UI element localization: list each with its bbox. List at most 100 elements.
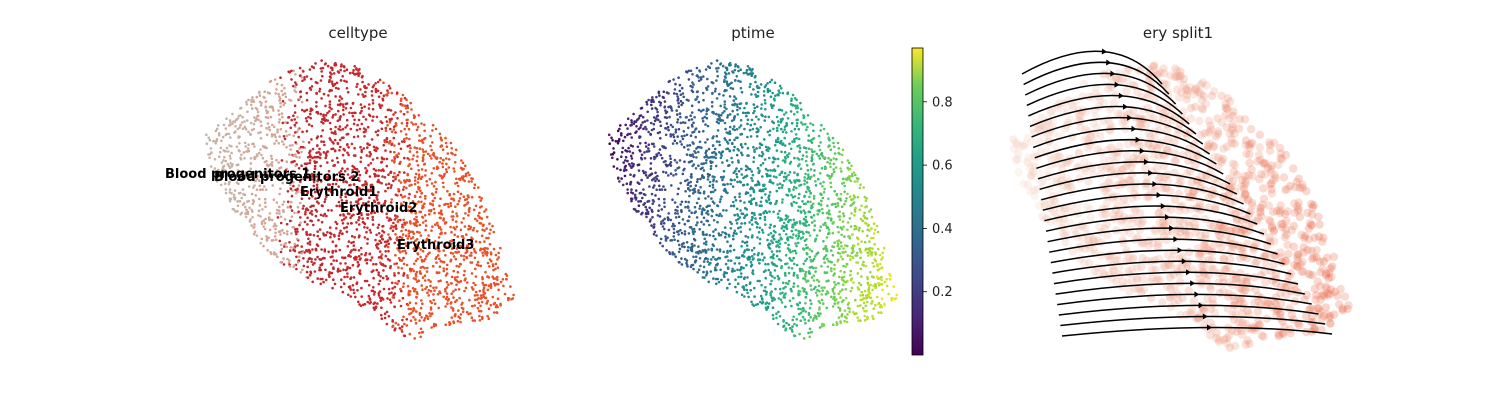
celltype-point <box>416 220 419 224</box>
ptime-point <box>782 287 785 290</box>
celltype-point <box>451 218 455 221</box>
ptime-point <box>799 319 802 323</box>
celltype-point <box>351 192 354 195</box>
ptime-point <box>823 271 827 274</box>
celltype-point <box>214 176 218 180</box>
ptime-point <box>741 153 744 157</box>
celltype-point <box>376 302 379 305</box>
celltype-point <box>405 221 409 224</box>
celltype-point <box>288 259 291 262</box>
celltype-point <box>336 269 340 273</box>
ptime-point <box>694 255 698 258</box>
ptime-point <box>764 145 768 149</box>
ptime-point <box>796 274 799 277</box>
celltype-point <box>357 69 360 72</box>
ptime-point <box>812 197 816 200</box>
celltype-point <box>306 192 309 195</box>
celltype-point <box>386 89 389 92</box>
celltype-point <box>444 305 447 308</box>
celltype-point <box>413 182 417 186</box>
celltype-point <box>493 284 497 287</box>
celltype-point <box>360 122 364 126</box>
celltype-point <box>321 129 325 132</box>
ptime-point <box>842 225 845 229</box>
celltype-point <box>470 251 473 255</box>
celltype-point <box>475 263 479 267</box>
ptime-point <box>750 254 754 258</box>
ptime-point <box>652 200 656 203</box>
ptime-point <box>808 327 812 331</box>
ptime-point <box>763 256 766 259</box>
ptime-point <box>733 229 737 233</box>
celltype-point <box>390 224 393 228</box>
celltype-point <box>280 112 284 115</box>
celltype-point <box>292 84 295 88</box>
celltype-point <box>382 94 386 97</box>
celltype-point <box>392 293 395 297</box>
celltype-point <box>435 187 438 191</box>
ptime-point <box>806 125 809 129</box>
ptime-point <box>723 226 727 229</box>
ptime-point <box>760 103 763 106</box>
celltype-point <box>319 282 323 286</box>
celltype-point <box>265 127 269 130</box>
celltype-point <box>465 198 469 201</box>
ptime-point <box>818 210 821 213</box>
ptime-point <box>752 156 756 159</box>
celltype-point <box>329 235 332 239</box>
celltype-point <box>496 266 500 270</box>
celltype-point <box>257 209 261 212</box>
ptime-point <box>756 279 760 283</box>
celltype-point <box>423 129 426 133</box>
label-erythroid2: Erythroid2 <box>340 201 417 216</box>
celltype-point <box>470 286 474 289</box>
ptime-point <box>795 186 798 190</box>
celltype-point <box>364 90 367 94</box>
celltype-point <box>332 278 335 282</box>
ptime-point <box>778 91 781 95</box>
celltype-point <box>300 189 304 192</box>
ptime-point <box>804 259 807 263</box>
celltype-point <box>238 135 241 139</box>
celltype-point <box>394 253 397 257</box>
celltype-point <box>228 188 232 191</box>
celltype-point <box>399 193 403 197</box>
celltype-point <box>361 217 365 220</box>
ptime-point <box>778 242 782 245</box>
celltype-point <box>361 93 365 96</box>
celltype-point <box>307 115 310 119</box>
ptime-point <box>686 205 690 208</box>
ptime-point <box>804 215 808 219</box>
celltype-point <box>351 114 355 118</box>
ptime-point <box>833 292 836 295</box>
ptime-point <box>846 244 849 248</box>
ptime-point <box>791 225 795 229</box>
ptime-point <box>683 230 687 233</box>
celltype-point <box>374 169 378 172</box>
celltype-point <box>474 240 478 243</box>
celltype-point <box>426 252 430 256</box>
celltype-point <box>454 148 458 152</box>
ptime-point <box>778 287 782 291</box>
ptime-point <box>635 210 639 213</box>
celltype-point <box>414 211 418 214</box>
celltype-point <box>245 208 248 212</box>
ptime-point <box>726 142 730 145</box>
celltype-point <box>438 265 442 269</box>
celltype-point <box>304 166 308 170</box>
ptime-point <box>706 260 710 264</box>
ptime-point <box>805 150 808 154</box>
ptime-point <box>651 178 654 182</box>
ptime-point <box>779 121 783 124</box>
celltype-point <box>286 230 289 233</box>
ptime-point <box>749 289 752 292</box>
celltype-point <box>263 90 267 93</box>
celltype-point <box>399 130 403 133</box>
celltype-point <box>418 134 421 137</box>
ptime-point <box>867 288 870 292</box>
ptime-point <box>777 297 781 300</box>
celltype-point <box>234 125 237 128</box>
celltype-point <box>300 108 304 112</box>
ptime-point <box>672 227 676 231</box>
ptime-point <box>736 180 739 184</box>
